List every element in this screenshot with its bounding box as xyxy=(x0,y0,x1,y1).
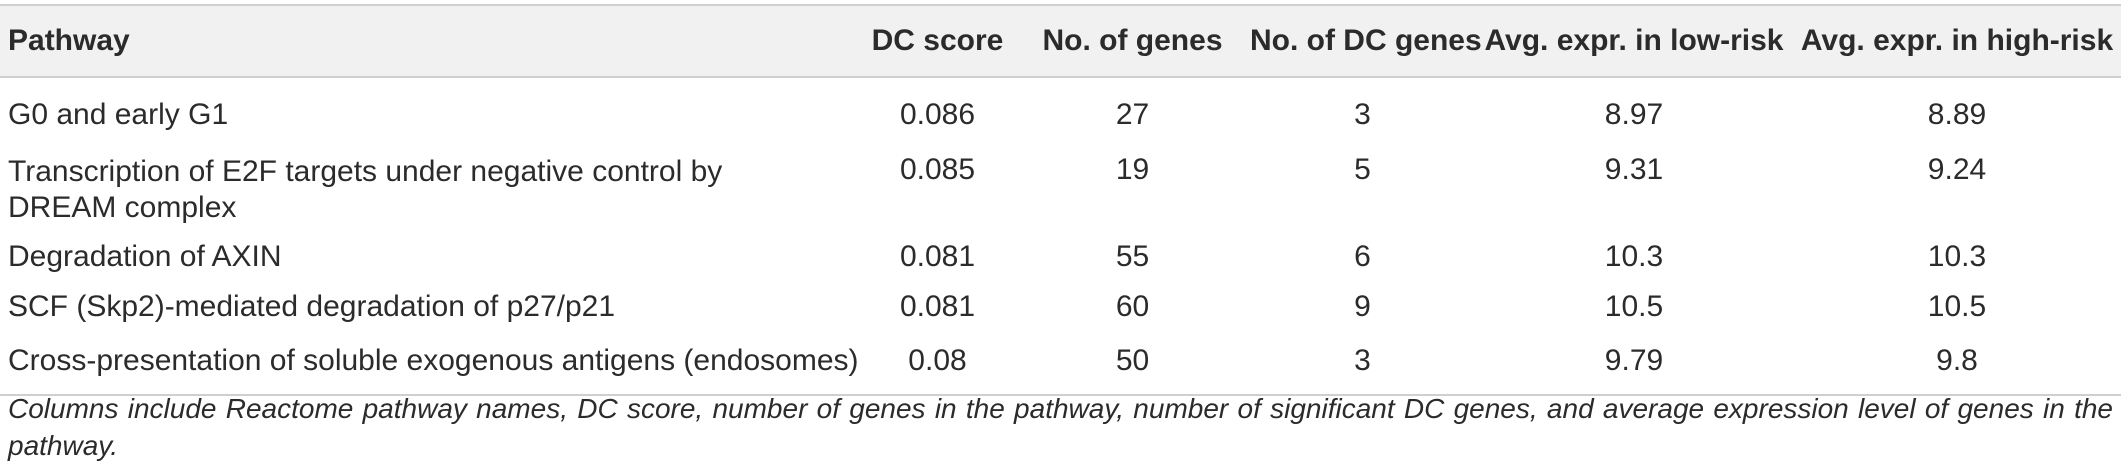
cell-no-of-genes: 50 xyxy=(1015,332,1250,396)
cell-pathway: Degradation of AXIN xyxy=(8,240,282,273)
cell-no-of-genes: 19 xyxy=(1115,153,1150,186)
cell-no-of-dc-genes: 5 xyxy=(1354,153,1371,186)
header-pathway: Pathway xyxy=(0,4,860,78)
table-row: G0 and early G1 0.086 27 3 8.97 8.89 xyxy=(0,77,2121,148)
header-no-of-genes: No. of genes xyxy=(1015,4,1250,78)
cell-pathway: SCF (Skp2)-mediated degradation of p27/p… xyxy=(8,290,616,323)
cell-no-of-dc-genes: 3 xyxy=(1354,98,1371,131)
cell-dc-score: 0.086 xyxy=(899,98,976,131)
table-row: SCF (Skp2)-mediated degradation of p27/p… xyxy=(0,282,2121,332)
table-header-row: Pathway DC score No. of genes No. of DC … xyxy=(0,4,2121,78)
cell-avg-expr-high-risk: 9.8 xyxy=(1793,332,2121,396)
cell-avg-expr-high-risk: 9.24 xyxy=(1927,153,1987,186)
cell-dc-score: 0.08 xyxy=(860,332,1015,396)
pathway-table: Pathway DC score No. of genes No. of DC … xyxy=(0,4,2121,396)
cell-no-of-dc-genes: 9 xyxy=(1354,290,1371,323)
table-row: Degradation of AXIN 0.081 55 6 10.3 10.3 xyxy=(0,232,2121,282)
cell-avg-expr-high-risk: 10.5 xyxy=(1927,290,1987,323)
header-dc-score: DC score xyxy=(860,4,1015,78)
header-avg-expr-high-risk: Avg. expr. in high-risk xyxy=(1793,4,2121,78)
cell-pathway-text: Transcription of E2F targets under negat… xyxy=(8,155,723,224)
table-caption: Columns include Reactome pathway names, … xyxy=(8,393,2113,461)
cell-pathway: Cross-presentation of soluble exogenous … xyxy=(0,332,860,396)
cell-avg-expr-low-risk: 10.3 xyxy=(1604,240,1664,273)
cell-dc-score: 0.085 xyxy=(899,153,976,186)
table-row: Cross-presentation of soluble exogenous … xyxy=(0,332,2121,396)
cell-no-of-genes: 55 xyxy=(1115,240,1150,273)
cell-no-of-dc-genes: 6 xyxy=(1354,240,1371,273)
cell-avg-expr-high-risk: 8.89 xyxy=(1927,98,1987,131)
header-avg-expr-low-risk: Avg. expr. in low-risk xyxy=(1475,4,1793,78)
cell-no-of-genes: 60 xyxy=(1115,290,1150,323)
cell-avg-expr-low-risk: 9.31 xyxy=(1604,153,1664,186)
cell-dc-score: 0.081 xyxy=(899,290,976,323)
cell-avg-expr-low-risk: 8.97 xyxy=(1604,98,1664,131)
table-row: Transcription of E2F targets under negat… xyxy=(0,148,2121,232)
cell-no-of-genes: 27 xyxy=(1115,98,1150,131)
cell-pathway: G0 and early G1 xyxy=(8,98,229,131)
cell-avg-expr-low-risk: 10.5 xyxy=(1604,290,1664,323)
cell-pathway: Transcription of E2F targets under negat… xyxy=(0,148,860,232)
cell-avg-expr-high-risk: 10.3 xyxy=(1927,240,1987,273)
cell-no-of-dc-genes: 3 xyxy=(1250,332,1475,396)
cell-avg-expr-low-risk: 9.79 xyxy=(1475,332,1793,396)
header-no-of-dc-genes: No. of DC genes xyxy=(1250,4,1482,78)
cell-dc-score: 0.081 xyxy=(899,240,976,273)
